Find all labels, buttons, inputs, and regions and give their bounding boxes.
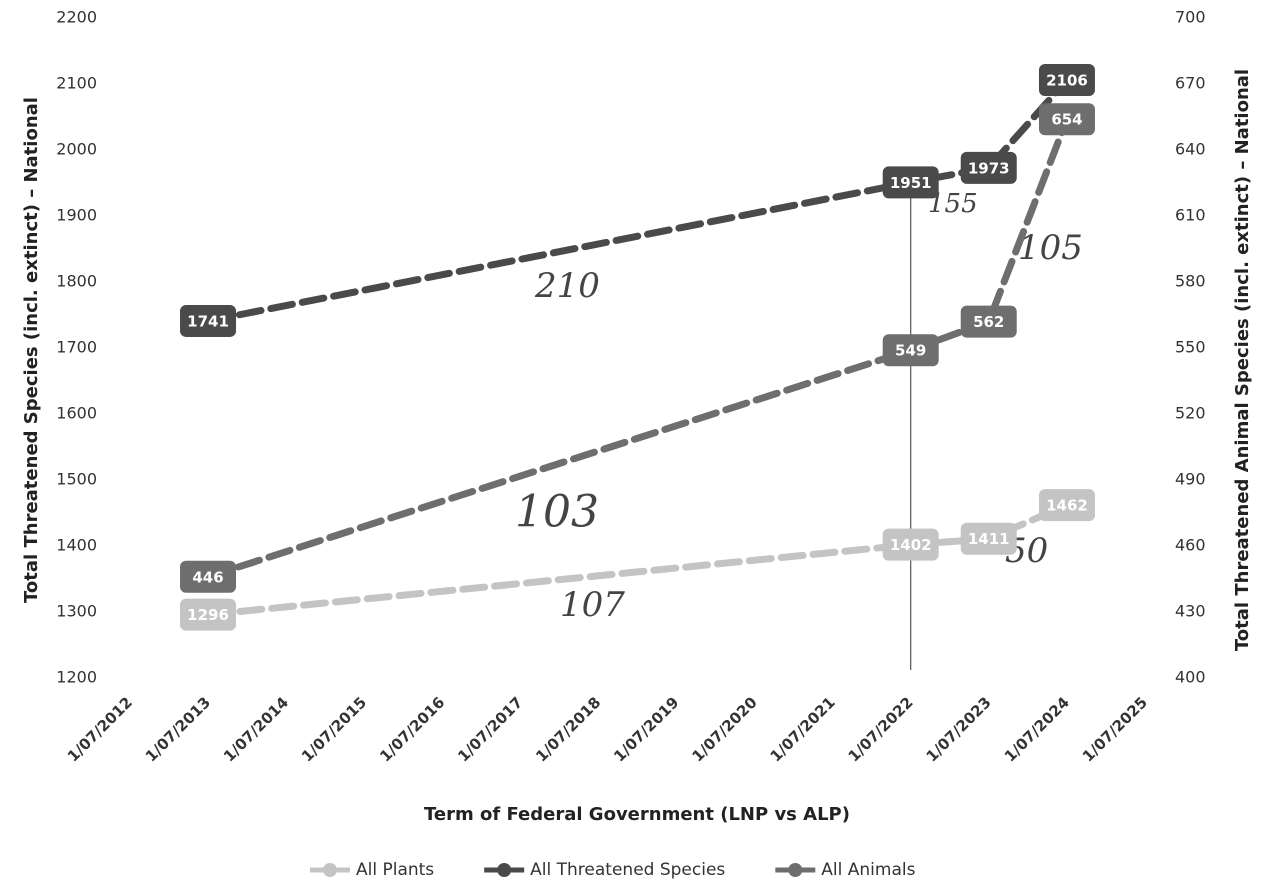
y-tick-label: 1800 — [56, 272, 97, 291]
y-tick-label: 1500 — [56, 470, 97, 489]
y-tick-label: 2000 — [56, 140, 97, 159]
legend-marker — [497, 863, 512, 877]
x-tick-label: 1/07/2023 — [923, 693, 995, 765]
y-tick-label: 1900 — [56, 206, 97, 225]
data-label-box — [1038, 489, 1095, 522]
data-label-box — [1038, 103, 1095, 136]
x-tick-label: 1/07/2021 — [767, 693, 839, 765]
x-tick-label: 1/07/2012 — [64, 693, 136, 765]
series-line — [204, 501, 1071, 619]
data-label-box — [180, 598, 237, 631]
legend-label: All Animals — [821, 860, 915, 880]
legend-marker — [323, 863, 337, 877]
data-label: 1951 — [882, 166, 939, 199]
data-label-box — [1038, 64, 1095, 97]
data-label: 562 — [960, 305, 1017, 338]
data-label: 654 — [1038, 103, 1095, 136]
x-tick-label: 1/07/2020 — [689, 693, 761, 765]
y-tick-label: 1600 — [56, 404, 97, 423]
data-label-box — [180, 560, 237, 593]
y2-tick-label: 670 — [1175, 74, 1206, 93]
data-label: 1296 — [180, 598, 237, 631]
series-line — [204, 115, 1071, 581]
annotation: 105 — [1018, 228, 1083, 268]
x-axis-title: Term of Federal Government (LNP vs ALP) — [424, 804, 850, 825]
y2-tick-label: 610 — [1175, 206, 1206, 225]
x-tick-label: 1/07/2017 — [454, 693, 526, 765]
x-tick-label: 1/07/2019 — [610, 693, 682, 765]
data-label-box — [960, 151, 1017, 184]
data-label-text: 1973 — [968, 159, 1010, 177]
y2-tick-label: 400 — [1175, 668, 1206, 687]
y2-tick-label: 490 — [1175, 470, 1206, 489]
y-axis-title: Total Threatened Species (incl. extinct)… — [21, 97, 42, 603]
data-label-text: 1411 — [968, 530, 1010, 548]
y-tick-label: 2200 — [56, 8, 97, 27]
data-label-text: 2106 — [1046, 72, 1088, 90]
y2-tick-label: 580 — [1175, 272, 1206, 291]
y2-axis-title: Total Threatened Animal Species (incl. e… — [1232, 69, 1253, 651]
y-tick-label: 1200 — [56, 668, 97, 687]
data-label-text: 1296 — [187, 606, 229, 624]
annotation: 210 — [534, 266, 600, 306]
y2-tick-label: 640 — [1175, 140, 1206, 159]
data-label-box — [960, 522, 1017, 555]
y2-tick-label: 550 — [1175, 338, 1206, 357]
data-label: 1973 — [960, 151, 1017, 184]
annotation: 107 — [560, 585, 625, 625]
data-label-text: 1951 — [890, 174, 932, 192]
annotation: 103 — [515, 487, 599, 538]
series-line — [204, 76, 1071, 325]
data-label: 1462 — [1038, 489, 1095, 522]
legend-label: All Plants — [356, 860, 434, 880]
x-tick-label: 1/07/2025 — [1079, 693, 1151, 765]
y-tick-label: 1300 — [56, 602, 97, 621]
y-tick-label: 2100 — [56, 74, 97, 93]
x-tick-label: 1/07/2013 — [142, 693, 214, 765]
data-label-text: 562 — [973, 313, 1004, 331]
y2-tick-label: 460 — [1175, 536, 1206, 555]
data-label: 2106 — [1038, 64, 1095, 97]
data-label-text: 1741 — [187, 312, 229, 330]
y-tick-label: 1700 — [56, 338, 97, 357]
data-label-text: 1402 — [890, 536, 932, 554]
x-tick-label: 1/07/2015 — [298, 693, 370, 765]
data-label-box — [960, 305, 1017, 338]
x-tick-label: 1/07/2024 — [1001, 693, 1073, 765]
x-tick-label: 1/07/2018 — [532, 693, 604, 765]
x-tick-label: 1/07/2016 — [376, 693, 448, 765]
data-label-text: 446 — [192, 568, 223, 586]
data-label: 1402 — [882, 528, 939, 561]
data-label: 446 — [180, 560, 237, 593]
data-label-box — [180, 304, 237, 337]
data-label-box — [882, 334, 939, 367]
y2-tick-label: 430 — [1175, 602, 1206, 621]
x-tick-label: 1/07/2014 — [220, 693, 292, 765]
data-label-text: 1462 — [1046, 497, 1088, 515]
y-tick-label: 1400 — [56, 536, 97, 555]
y2-tick-label: 700 — [1175, 8, 1206, 27]
data-label-text: 654 — [1051, 111, 1082, 129]
y2-tick-label: 520 — [1175, 404, 1206, 423]
data-label: 1411 — [960, 522, 1017, 555]
data-label-box — [882, 166, 939, 199]
data-label-box — [882, 528, 939, 561]
legend-label: All Threatened Species — [530, 860, 725, 880]
x-tick-label: 1/07/2022 — [845, 693, 917, 765]
legend-marker — [788, 863, 803, 877]
data-label: 1741 — [180, 304, 237, 337]
data-label: 549 — [882, 334, 939, 367]
data-label-text: 549 — [895, 342, 926, 360]
